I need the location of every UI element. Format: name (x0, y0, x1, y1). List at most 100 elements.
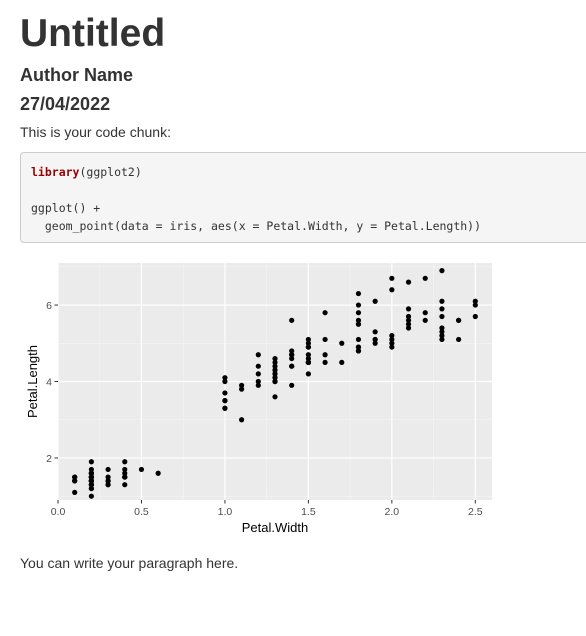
x-tick-label: 0.0 (51, 506, 66, 518)
data-point (472, 298, 478, 304)
data-point (272, 371, 278, 377)
data-point (88, 482, 94, 488)
data-point (72, 489, 78, 495)
x-axis-title: Petal.Width (242, 520, 308, 535)
data-point (472, 302, 478, 308)
y-tick-label: 2 (46, 453, 52, 465)
data-point (439, 298, 445, 304)
data-point (289, 317, 295, 323)
data-point (272, 363, 278, 369)
data-point (439, 313, 445, 320)
data-point (439, 306, 445, 312)
data-point (272, 359, 278, 365)
x-tick-label: 1.5 (301, 506, 316, 518)
data-point (322, 359, 328, 365)
data-point (239, 382, 245, 388)
data-point (355, 310, 362, 316)
data-point (355, 317, 362, 323)
data-point (272, 367, 278, 373)
data-point (88, 493, 94, 499)
data-point (439, 268, 445, 274)
data-point (305, 352, 311, 358)
document-date: 27/04/2022 (20, 94, 111, 114)
data-point (88, 470, 94, 476)
data-point (289, 348, 295, 354)
data-point (339, 359, 345, 365)
data-point (289, 382, 295, 388)
data-point (222, 375, 228, 381)
data-point (339, 340, 345, 346)
data-point (439, 325, 445, 331)
code-line-library: library(ggplot2) (31, 165, 142, 179)
data-point (222, 390, 228, 396)
data-point (88, 474, 94, 480)
data-point (155, 470, 161, 476)
author-name: Author Name (20, 65, 134, 85)
data-point (255, 352, 261, 358)
data-point (422, 275, 428, 281)
data-point (239, 386, 245, 392)
data-point (355, 321, 362, 327)
data-point (255, 363, 261, 369)
data-point (289, 352, 295, 358)
data-point (239, 417, 245, 423)
data-point (255, 371, 261, 377)
data-point (372, 340, 378, 346)
code-chunk[interactable]: library(ggplot2) ggplot() + geom_point(d… (20, 152, 586, 243)
data-point (222, 405, 228, 411)
data-point (472, 313, 478, 320)
data-point (222, 378, 228, 385)
data-point (405, 279, 412, 285)
data-point (405, 306, 412, 312)
data-point (138, 466, 145, 473)
code-line-geom-point: geom_point(data = iris, aes(x = Petal.Wi… (31, 219, 482, 233)
data-point (88, 478, 94, 484)
data-point (289, 355, 295, 362)
document-title: Untitled (20, 12, 166, 55)
data-point (272, 355, 278, 362)
data-points (72, 268, 478, 499)
data-point (272, 375, 278, 381)
data-point (355, 336, 362, 343)
data-point (322, 310, 328, 316)
data-point (355, 290, 362, 297)
data-point (372, 336, 378, 343)
data-point (372, 329, 378, 335)
data-point (305, 371, 311, 377)
data-point (88, 466, 94, 473)
data-point (405, 321, 412, 327)
x-tick-label: 1.0 (218, 506, 233, 518)
data-point (272, 394, 278, 400)
data-point (389, 344, 395, 350)
y-tick-label: 6 (46, 300, 52, 312)
data-point (105, 482, 111, 488)
data-point (355, 348, 362, 354)
data-point (305, 340, 311, 346)
code-args-library: (ggplot2) (79, 165, 142, 179)
data-point (389, 287, 395, 293)
data-point (122, 470, 128, 476)
data-point (88, 459, 94, 465)
data-point (405, 317, 412, 323)
y-tick-label: 4 (46, 376, 52, 388)
x-tick-label: 2.5 (468, 506, 483, 518)
code-function-library: library (31, 165, 80, 179)
data-point (439, 336, 445, 343)
data-point (389, 275, 395, 281)
data-point (305, 355, 311, 362)
data-point (88, 485, 94, 492)
data-point (272, 378, 278, 385)
data-point (322, 336, 328, 343)
x-axis: 0.0 0.5 1.0 1.5 2.0 2.5 (51, 500, 483, 518)
data-point (439, 329, 445, 335)
code-line-ggplot: ggplot() + (31, 201, 101, 215)
data-point (122, 474, 128, 480)
closing-paragraph: You can write your paragraph here. (20, 555, 239, 571)
intro-paragraph: This is your code chunk: (20, 124, 171, 140)
x-tick-label: 2.0 (385, 506, 400, 518)
data-point (439, 333, 445, 339)
data-point (456, 317, 462, 323)
y-axis-title: Petal.Length (25, 345, 40, 418)
data-point (389, 336, 395, 343)
data-point (372, 298, 378, 304)
